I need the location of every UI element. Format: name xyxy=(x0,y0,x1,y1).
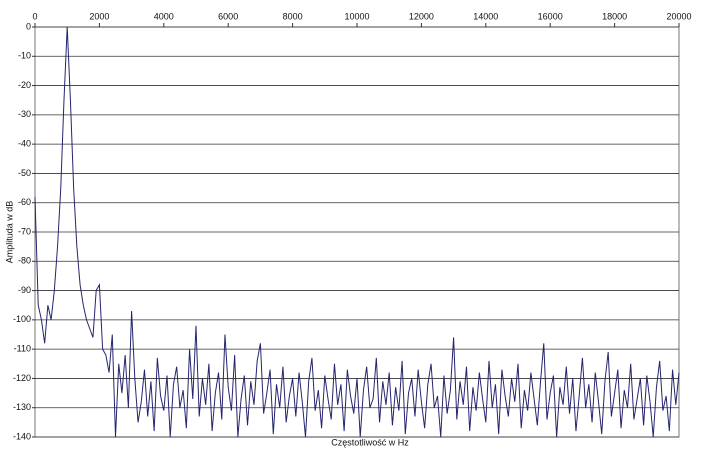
x-tick-label: 8000 xyxy=(283,11,303,21)
y-tick-label: -40 xyxy=(18,139,31,149)
y-tick-label: -140 xyxy=(13,431,31,441)
x-tick-label: 20000 xyxy=(666,11,691,21)
y-tick-label: -20 xyxy=(18,80,31,90)
y-tick-label: -70 xyxy=(18,226,31,236)
x-tick-label: 6000 xyxy=(218,11,238,21)
y-tick-label: -100 xyxy=(13,314,31,324)
y-tick-label: -60 xyxy=(18,197,31,207)
x-tick-label: 12000 xyxy=(409,11,434,21)
x-tick-label: 4000 xyxy=(154,11,174,21)
y-tick-label: -90 xyxy=(18,285,31,295)
x-tick-label: 14000 xyxy=(473,11,498,21)
y-axis-label: Amplituda w dB xyxy=(4,201,14,264)
x-axis-label: Częstotliwość w Hz xyxy=(331,437,409,447)
x-tick-label: 18000 xyxy=(602,11,627,21)
y-tick-label: -10 xyxy=(18,51,31,61)
y-tick-label: -110 xyxy=(14,344,31,354)
x-tick-label: 2000 xyxy=(89,11,109,21)
x-tick-label: 0 xyxy=(32,11,37,21)
y-tick-label: -80 xyxy=(18,256,31,266)
y-tick-label: -120 xyxy=(13,373,31,383)
y-tick-label: -30 xyxy=(18,109,31,119)
x-tick-label: 16000 xyxy=(538,11,563,21)
x-tick-label: 10000 xyxy=(344,11,369,21)
y-tick-label: -130 xyxy=(13,402,31,412)
y-tick-label: -50 xyxy=(18,168,31,178)
spectrum-line xyxy=(34,26,680,438)
y-tick-label: 0 xyxy=(26,21,31,31)
